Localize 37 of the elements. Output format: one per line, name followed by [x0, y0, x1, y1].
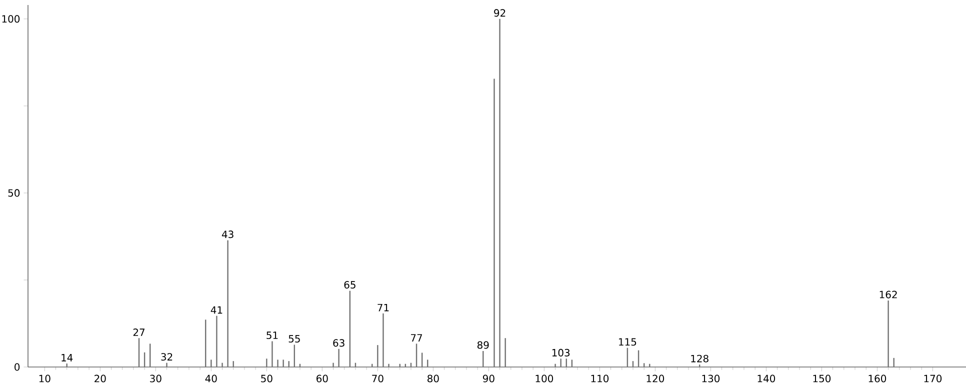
annotation: 43 — [222, 230, 234, 238]
annotation: 65 — [344, 281, 356, 289]
x-tick-label: 110 — [591, 374, 609, 382]
annotation: 14 — [62, 354, 73, 362]
x-tick-label: 90 — [482, 374, 494, 382]
x-tick-label: 50 — [261, 374, 272, 382]
x-tick-label: 40 — [205, 374, 217, 382]
x-tick-label: 140 — [758, 374, 776, 382]
annotation: 27 — [133, 328, 144, 336]
annotation: 103 — [552, 348, 570, 356]
x-tick-label: 100 — [536, 374, 554, 382]
x-tick-label: 70 — [372, 374, 384, 382]
y-tick-label: 50 — [8, 189, 20, 197]
annotation: 115 — [619, 338, 636, 346]
annotation: 92 — [494, 9, 506, 17]
y-tick-label: 100 — [2, 15, 20, 23]
annotation: 128 — [691, 354, 708, 362]
annotation: 89 — [477, 341, 489, 349]
annotation: 77 — [411, 334, 422, 342]
x-tick-label: 130 — [702, 374, 720, 382]
annotation: 32 — [161, 353, 172, 361]
annotation: 71 — [378, 304, 389, 312]
x-tick-label: 60 — [316, 374, 328, 382]
x-tick-label: 30 — [150, 374, 162, 382]
x-tick-label: 10 — [39, 374, 50, 382]
x-tick-label: 170 — [924, 374, 942, 382]
annotation: 55 — [288, 335, 300, 343]
annotation: 63 — [333, 339, 344, 347]
annotation: 41 — [210, 306, 222, 314]
x-tick-label: 80 — [428, 374, 439, 382]
x-tick-label: 160 — [868, 374, 886, 382]
x-tick-label: 20 — [94, 374, 106, 382]
x-tick-label: 120 — [646, 374, 664, 382]
y-tick-label: 0 — [14, 363, 20, 371]
annotation: 162 — [880, 290, 897, 298]
x-tick-label: 150 — [813, 374, 831, 382]
annotation: 51 — [266, 332, 278, 340]
